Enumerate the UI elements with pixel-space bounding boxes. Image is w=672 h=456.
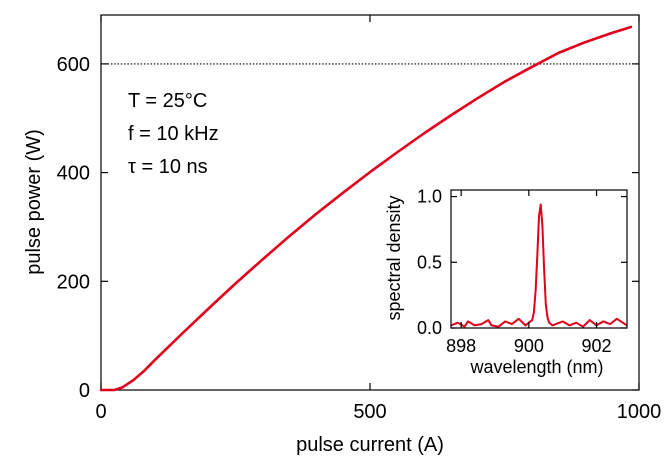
inset-x-tick-label: 902 (582, 336, 612, 356)
inset-x-axis-title: wavelength (nm) (469, 357, 603, 377)
inset-series-group (450, 203, 628, 328)
x-tick-label: 500 (353, 401, 386, 423)
annotation-temperature: T = 25°C (128, 90, 207, 112)
main-ticks: 0 500 1000 0 200 400 600 (57, 15, 662, 423)
main-series-group (99, 25, 633, 392)
y-tick-label: 600 (57, 54, 90, 76)
inset-ticks: 898 900 902 0.0 0.5 1.0 (417, 187, 627, 356)
x-tick-label: 0 (95, 401, 106, 423)
x-tick-label: 1000 (617, 401, 662, 423)
annotation-frequency: f = 10 kHz (128, 123, 219, 145)
y-tick-label: 0 (79, 380, 90, 402)
power-current-curve (99, 25, 633, 392)
inset-x-tick-label: 900 (514, 336, 544, 356)
inset-y-tick-label: 1.0 (417, 187, 442, 207)
inset-x-tick-label: 898 (446, 336, 476, 356)
inset-y-tick-label: 0.0 (417, 318, 442, 338)
inset-plot-frame (450, 189, 628, 329)
spectrum-curve (450, 203, 628, 328)
x-axis-title: pulse current (A) (296, 434, 444, 456)
y-axis-title: pulse power (W) (23, 129, 45, 275)
annotation-pulse-width: τ = 10 ns (128, 156, 208, 178)
inset-y-tick-label: 0.5 (417, 252, 442, 272)
y-tick-label: 400 (57, 163, 90, 185)
y-tick-label: 200 (57, 271, 90, 293)
inset-y-axis-title: spectral density (384, 195, 404, 320)
